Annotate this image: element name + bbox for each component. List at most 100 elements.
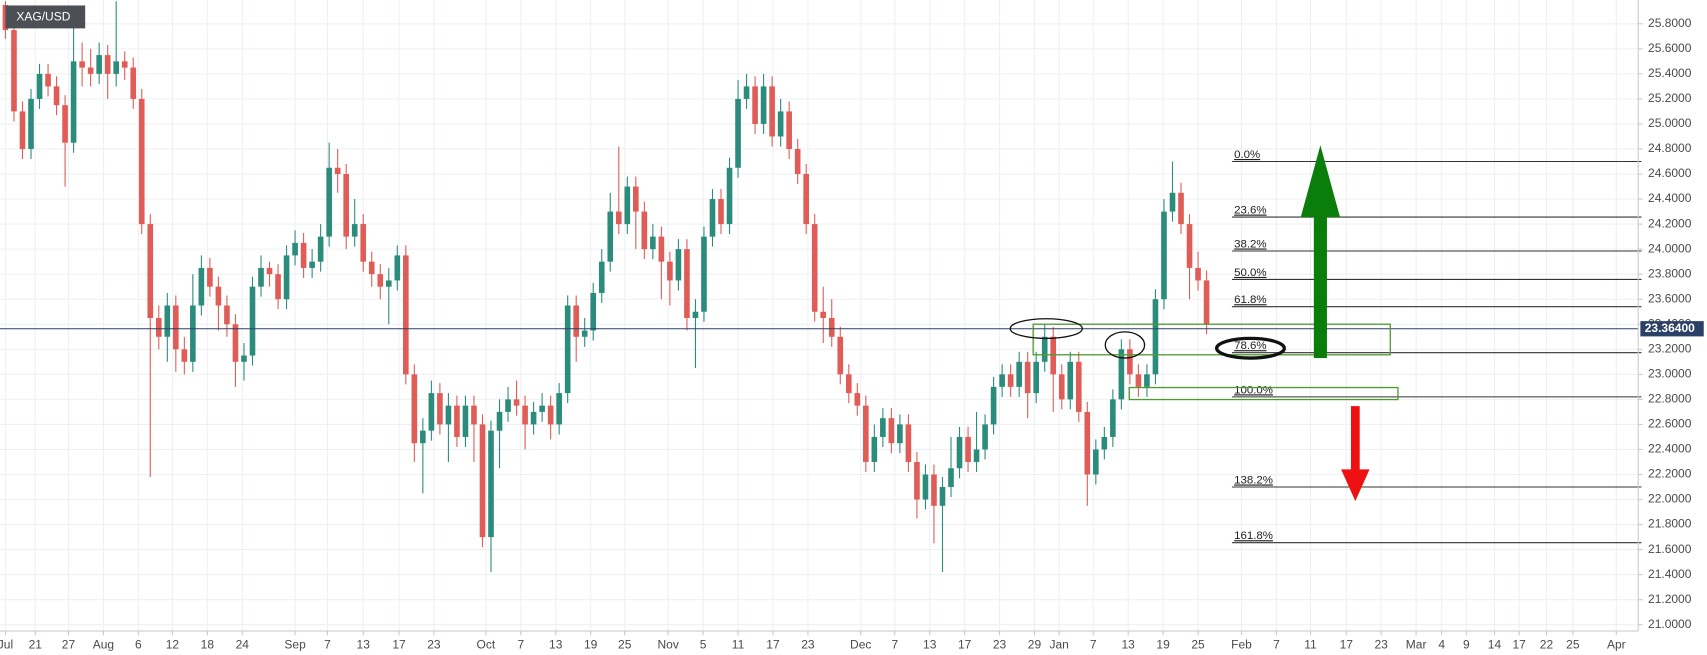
candle-body [505, 399, 511, 412]
candle-body [735, 98, 741, 168]
y-tick-label: 21.4000 [1648, 567, 1692, 581]
highlight-ellipse [1214, 336, 1286, 360]
x-tick-label: 6 [135, 637, 142, 651]
fib-label: 161.8% [1234, 530, 1273, 542]
x-tick-label: 25 [618, 637, 632, 651]
candle-body [292, 242, 298, 256]
x-tick-label: 23 [427, 637, 441, 651]
candle-body [70, 61, 77, 143]
candle-body [871, 436, 878, 462]
candle-body [1195, 267, 1201, 281]
down-arrow-head [1341, 469, 1370, 502]
candle-body [692, 311, 699, 318]
x-tick-label: Apr [1607, 637, 1626, 651]
candle-body [232, 324, 239, 362]
candle-body [1007, 374, 1014, 387]
x-tick-label: 13 [549, 637, 563, 651]
candle-body [581, 330, 588, 337]
x-tick-label: Sep [284, 637, 306, 651]
candle-body [198, 267, 205, 306]
candle-body [922, 474, 929, 500]
candle-body [155, 317, 162, 337]
candle-body [1169, 192, 1176, 212]
candle-body [138, 98, 145, 225]
candle-body [1135, 374, 1142, 387]
candle-body [999, 374, 1005, 387]
candle-body [513, 399, 520, 406]
y-tick-label: 24.8000 [1648, 141, 1692, 155]
x-tick-label: 21 [29, 637, 43, 651]
x-tick-label: 4 [1438, 637, 1445, 651]
candle-body [53, 86, 60, 106]
x-tick-label: 13 [1122, 637, 1136, 651]
candle-layer [0, 1, 1639, 573]
candle-body [820, 311, 827, 318]
candle-body [1144, 374, 1150, 387]
candle-body [2, 5, 9, 31]
candle-body [207, 267, 213, 287]
y-tick-label: 21.6000 [1648, 542, 1692, 556]
x-tick-label: 22 [1540, 637, 1554, 651]
fib-layer: 0.0% 23.6% 38.2% 50.0% 61.8% 78.6% 100.0% 138.2… [1231, 149, 1642, 544]
candle-body [403, 255, 409, 375]
x-tick-label: Feb [1231, 637, 1252, 651]
candle-body [496, 411, 503, 431]
candle-body [1118, 349, 1125, 400]
candle-body [275, 274, 281, 300]
candle-body [1067, 361, 1074, 400]
candle-body [1024, 361, 1031, 394]
candle-body [360, 224, 367, 262]
candle-body [437, 393, 443, 425]
candle-body [718, 199, 724, 225]
candle-body [828, 317, 835, 337]
candle-body [777, 111, 784, 137]
x-tick-label: 23 [993, 637, 1007, 651]
candle-body [309, 261, 315, 268]
candle-body [965, 436, 971, 462]
x-tick-label: 27 [62, 637, 76, 651]
x-tick-label: 7 [891, 637, 898, 651]
candle-body [701, 236, 707, 312]
last-price-badge [1640, 321, 1704, 337]
fib-label: 0.0% [1234, 149, 1260, 161]
candle-body [1041, 336, 1048, 362]
candle-body [343, 174, 350, 237]
candle-body [1075, 361, 1082, 412]
x-tick-label: 19 [584, 637, 598, 651]
candle-body [811, 224, 818, 312]
candle-body [411, 374, 418, 444]
axis-layer [0, 0, 1639, 632]
y-tick-label: 23.8000 [1648, 266, 1692, 280]
candle-body [173, 305, 179, 350]
candle-body [121, 61, 128, 68]
annotations [1009, 145, 1399, 502]
x-tick-label: 14 [1488, 637, 1502, 651]
y-tick-label: 25.0000 [1648, 116, 1692, 130]
fib-label: 138.2% [1234, 474, 1273, 486]
candle-body [1093, 449, 1099, 475]
fib-label: 100.0% [1234, 384, 1273, 396]
candle-body [667, 261, 673, 281]
candle-body [258, 267, 264, 287]
candle-body [880, 418, 886, 437]
candle-body [79, 61, 85, 68]
y-tick-label: 24.4000 [1648, 191, 1692, 205]
candle-body [837, 336, 844, 375]
x-tick-label: 5 [700, 637, 707, 651]
candle-body [377, 274, 384, 287]
candle-body [956, 436, 963, 469]
highlight-ellipse [1009, 318, 1083, 340]
support-box [1128, 386, 1399, 401]
x-tick-label: 23 [801, 637, 815, 651]
candle-body [1178, 192, 1184, 225]
x-tick-label: 12 [166, 637, 180, 651]
y-tick-label: 25.8000 [1648, 16, 1692, 30]
candle-body [914, 461, 920, 500]
candle-body [845, 374, 852, 394]
x-tick-label: 18 [201, 637, 215, 651]
candle-body [539, 405, 545, 412]
y-tick-label: 25.4000 [1648, 66, 1692, 80]
candle-body [522, 405, 528, 425]
x-tick-label: 25 [1191, 637, 1205, 651]
